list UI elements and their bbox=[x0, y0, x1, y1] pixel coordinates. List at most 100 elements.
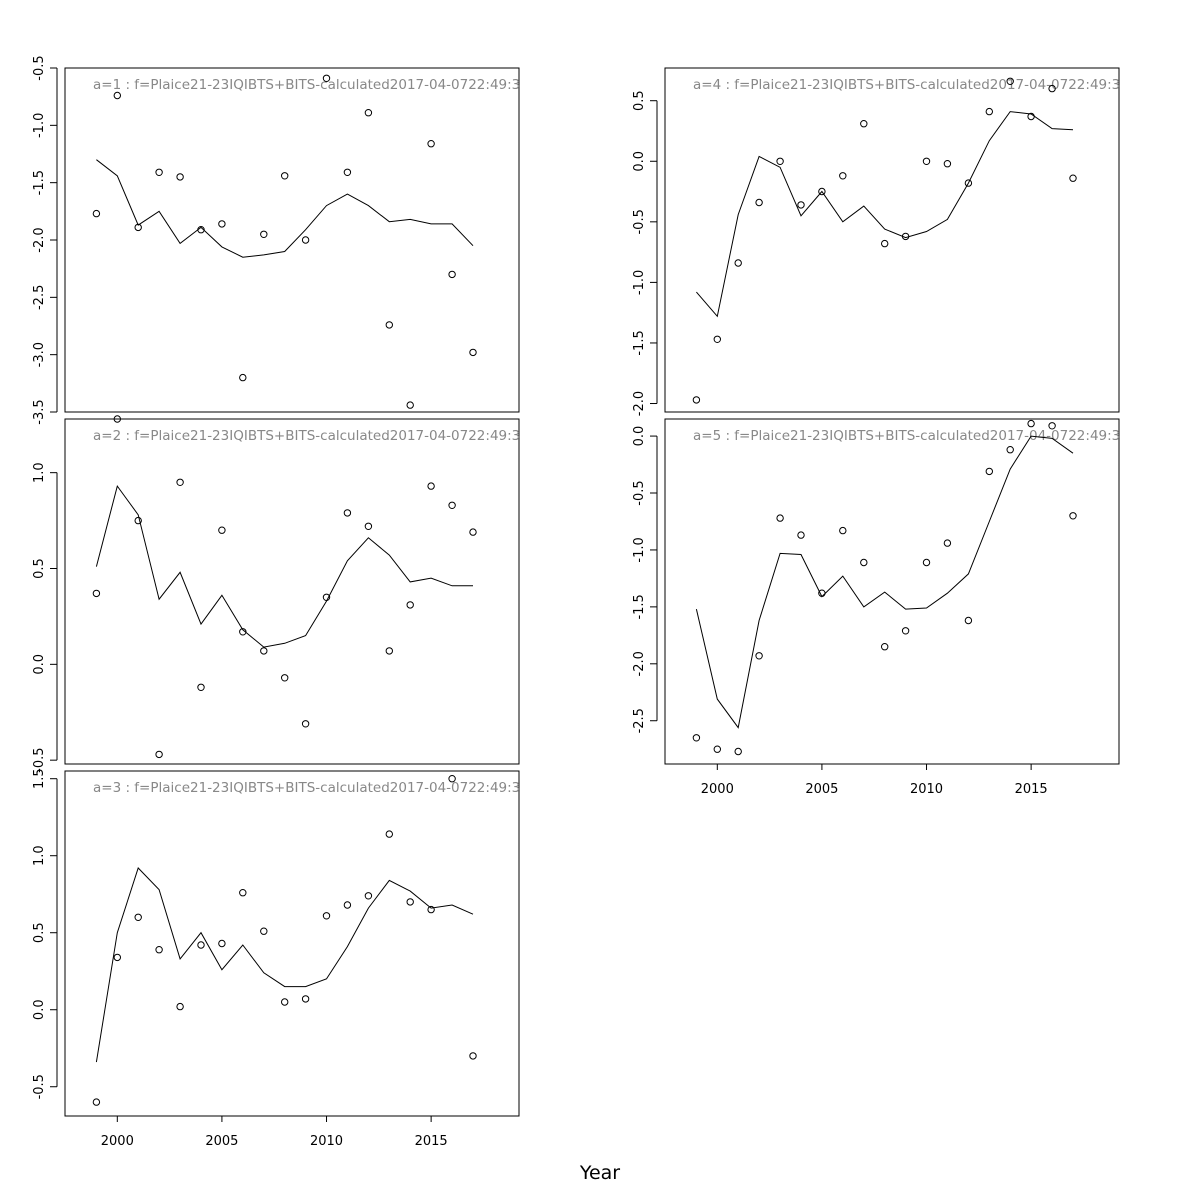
y-tick-label: -2.0 bbox=[632, 391, 647, 416]
observed-point bbox=[755, 652, 763, 660]
observed-point bbox=[239, 628, 247, 636]
observed-point bbox=[818, 187, 826, 196]
panel-title: a=4 : f=Plaice21-23IQIBTS+BITS-calculate… bbox=[693, 77, 1120, 93]
observed-point bbox=[964, 179, 973, 187]
observed-point bbox=[797, 201, 805, 209]
observed-point bbox=[155, 946, 163, 954]
observed-point bbox=[260, 647, 268, 655]
observed-point bbox=[1027, 419, 1035, 428]
y-tick-label: -2.5 bbox=[632, 708, 647, 733]
observed-point bbox=[197, 683, 205, 691]
observed-point bbox=[176, 478, 184, 486]
y-tick-label: 1.5 bbox=[32, 768, 47, 789]
observed-point bbox=[322, 593, 331, 601]
x-tick-label: 2010 bbox=[910, 782, 943, 797]
observed-point bbox=[260, 230, 268, 239]
observed-point bbox=[734, 259, 742, 267]
panel-1: a=1 : f=Plaice21-23IQIBTS+BITS-calculate… bbox=[32, 55, 520, 424]
observed-point bbox=[364, 522, 373, 530]
observed-point bbox=[364, 109, 373, 117]
observed-point bbox=[92, 1098, 101, 1106]
observed-point bbox=[692, 734, 701, 742]
observed-point bbox=[860, 558, 868, 567]
observed-point bbox=[734, 747, 742, 756]
observed-point bbox=[776, 514, 784, 522]
observed-point bbox=[281, 998, 289, 1006]
observed-point bbox=[322, 912, 331, 920]
y-tick-label: -0.5 bbox=[632, 209, 647, 234]
observed-point bbox=[218, 220, 226, 228]
y-tick-label: -2.0 bbox=[632, 651, 647, 676]
observed-point bbox=[839, 526, 847, 535]
plot-frame bbox=[64, 770, 520, 1117]
fitted-line bbox=[696, 111, 1074, 318]
observed-point bbox=[985, 467, 993, 476]
fitted-line bbox=[95, 484, 473, 648]
y-tick-label: -3.0 bbox=[32, 342, 47, 367]
y-tick-label: -1.5 bbox=[32, 170, 47, 195]
observed-point bbox=[92, 589, 101, 598]
observed-point bbox=[1048, 422, 1056, 430]
observed-point bbox=[1006, 77, 1014, 86]
observed-point bbox=[427, 482, 435, 490]
observed-point bbox=[985, 107, 993, 116]
panel-4: a=4 : f=Plaice21-23IQIBTS+BITS-calculate… bbox=[632, 67, 1120, 416]
observed-point bbox=[134, 913, 142, 921]
observed-point bbox=[176, 1002, 184, 1011]
x-tick-label: 2015 bbox=[1015, 782, 1048, 797]
y-tick-label: 0.5 bbox=[32, 922, 47, 943]
observed-point bbox=[155, 168, 163, 177]
panels: a=1 : f=Plaice21-23IQIBTS+BITS-calculate… bbox=[32, 55, 1120, 1149]
fitted-line bbox=[695, 435, 1074, 729]
y-tick-label: 1.0 bbox=[32, 462, 47, 483]
observed-point bbox=[1006, 446, 1014, 454]
observed-point bbox=[1069, 512, 1077, 520]
plot-frame bbox=[664, 67, 1120, 413]
x-tick-label: 2015 bbox=[415, 1134, 448, 1149]
y-tick-label: -1.0 bbox=[32, 113, 47, 138]
y-tick-label: -1.5 bbox=[632, 330, 647, 355]
observed-point bbox=[943, 539, 952, 547]
observed-point bbox=[469, 528, 477, 536]
panel-2: a=2 : f=Plaice21-23IQIBTS+BITS-calculate… bbox=[32, 415, 520, 773]
y-tick-label: -1.0 bbox=[632, 537, 647, 562]
x-tick-label: 2005 bbox=[205, 1134, 238, 1149]
observed-point bbox=[176, 173, 184, 181]
observed-point bbox=[943, 160, 952, 168]
y-tick-label: -0.5 bbox=[32, 1074, 47, 1099]
y-tick-label: -0.5 bbox=[632, 480, 647, 505]
observed-point bbox=[301, 720, 310, 728]
observed-point bbox=[901, 627, 910, 635]
x-tick-label: 2005 bbox=[805, 782, 838, 797]
y-tick-label: 0.5 bbox=[632, 90, 647, 111]
observed-point bbox=[197, 941, 205, 949]
observed-point bbox=[155, 750, 163, 759]
observed-point bbox=[448, 270, 456, 279]
observed-point bbox=[134, 223, 142, 232]
observed-point bbox=[469, 1052, 477, 1060]
observed-point bbox=[218, 526, 226, 534]
observed-point bbox=[755, 198, 763, 207]
observed-point bbox=[92, 209, 101, 218]
observed-point bbox=[1069, 174, 1077, 182]
panel-title: a=1 : f=Plaice21-23IQIBTS+BITS-calculate… bbox=[93, 77, 520, 93]
panel-title: a=3 : f=Plaice21-23IQIBTS+BITS-calculate… bbox=[93, 780, 520, 796]
panel-3: a=3 : f=Plaice21-23IQIBTS+BITS-calculate… bbox=[32, 768, 520, 1149]
y-tick-label: 0.5 bbox=[32, 558, 47, 579]
observed-point bbox=[406, 401, 414, 409]
y-tick-label: -1.5 bbox=[632, 594, 647, 619]
plot-frame bbox=[64, 67, 520, 413]
observed-point bbox=[922, 157, 931, 166]
observed-point bbox=[301, 236, 310, 244]
observed-point bbox=[301, 995, 310, 1003]
x-tick-label: 2010 bbox=[310, 1134, 343, 1149]
y-tick-label: 1.0 bbox=[32, 845, 47, 866]
observed-point bbox=[448, 775, 456, 783]
observed-point bbox=[406, 898, 414, 906]
panel-title: a=5 : f=Plaice21-23IQIBTS+BITS-calculate… bbox=[693, 428, 1120, 444]
observed-point bbox=[218, 939, 226, 948]
x-axis-label: Year bbox=[579, 1162, 620, 1184]
observed-point bbox=[113, 91, 122, 100]
plot-frame bbox=[64, 418, 520, 765]
